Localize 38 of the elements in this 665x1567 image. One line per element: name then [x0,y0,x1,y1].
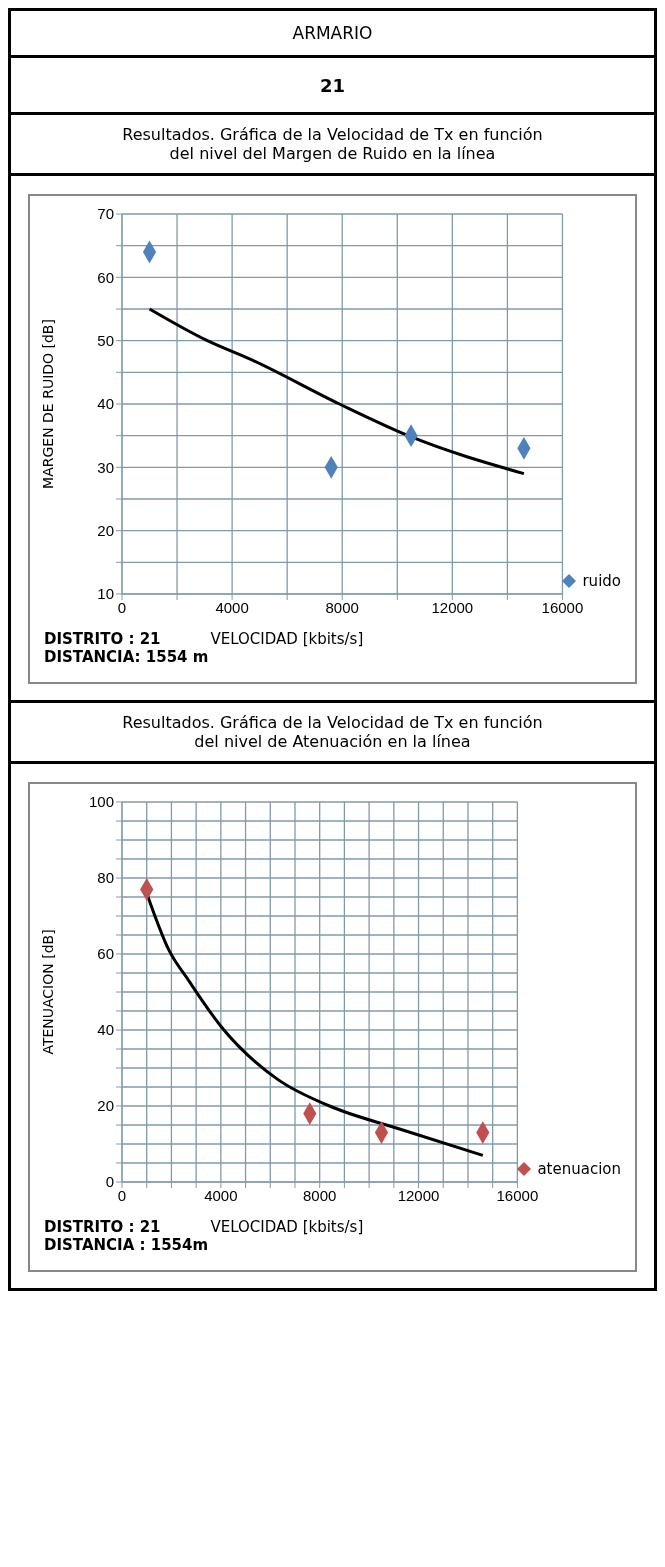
x-tick-label: 12000 [397,1186,440,1204]
y-tick-label: 50 [97,331,114,349]
chart-title: Resultados. Gráfica de la Velocidad de Tx en función del nivel de Atenuación en la línea [122,712,543,752]
y-tick-label: 20 [97,521,114,539]
x-axis-title: VELOCIDAD [kbits/s] [210,1218,364,1236]
line-series [148,307,526,476]
y-axis-title: ATENUACION [dB] [39,929,56,1055]
chart-title: Resultados. Gráfica de la Velocidad de Tx en función del nivel del Margen de Ruido en la línea [122,124,543,164]
text: DISTRITO : 21 [44,1218,161,1236]
y-tick-label: 100 [88,793,114,811]
text: 21 [319,74,346,96]
y-tick-label: 10 [97,585,114,603]
x-tick-label: 0 [117,1186,127,1204]
x-tick-label: 4000 [204,1186,238,1204]
legend-label: ruido [582,572,621,590]
x-tick-label: 4000 [215,598,249,616]
y-tick-label: 20 [97,1097,114,1115]
x-tick-label: 8000 [325,598,359,616]
y-axis-title: MARGEN DE RUIDO [dB] [39,319,56,489]
x-tick-label: 16000 [541,598,584,616]
y-tick-label: 0 [105,1173,114,1191]
y-tick-label: 60 [97,268,114,286]
text: DISTRITO : 21 [44,630,161,648]
legend-label: atenuacion [537,1160,621,1178]
x-axis-title: VELOCIDAD [kbits/s] [210,630,364,648]
x-tick-label: 12000 [431,598,474,616]
text: ARMARIO [292,23,373,43]
y-tick-label: 70 [97,205,114,223]
y-tick-label: 30 [97,458,114,476]
y-tick-label: 80 [97,869,114,887]
x-tick-label: 8000 [303,1186,337,1204]
y-tick-label: 60 [97,945,114,963]
x-tick-label: 0 [117,598,127,616]
text: DISTANCIA : 1554m [44,1236,210,1254]
y-tick-label: 40 [97,395,114,413]
x-tick-label: 16000 [496,1186,539,1204]
y-tick-label: 40 [97,1021,114,1039]
text: DISTANCIA: 1554 m [44,648,210,666]
